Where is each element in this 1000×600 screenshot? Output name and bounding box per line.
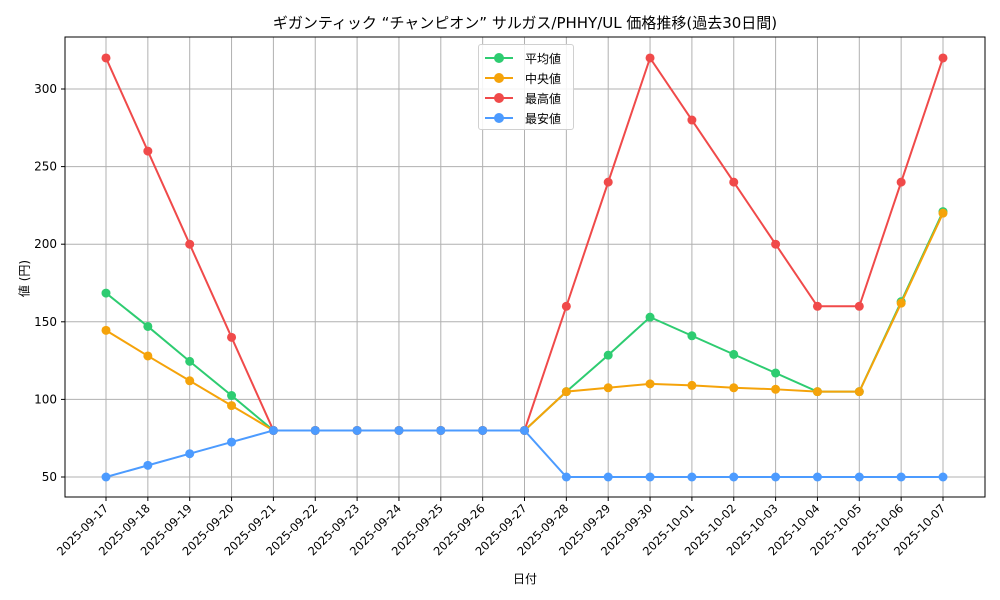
data-point xyxy=(687,472,697,482)
data-point xyxy=(645,312,655,322)
legend-item: 最高値 xyxy=(479,88,573,108)
data-point xyxy=(143,146,153,156)
data-point xyxy=(101,53,111,63)
data-point xyxy=(771,472,781,482)
plot-frame xyxy=(64,36,986,498)
data-point xyxy=(854,472,864,482)
data-point xyxy=(645,379,655,389)
data-point xyxy=(561,472,571,482)
legend-label: 中央値 xyxy=(525,72,562,86)
data-point xyxy=(143,460,153,470)
data-point xyxy=(227,391,237,401)
legend-marker-icon xyxy=(494,93,504,103)
data-point xyxy=(854,387,864,397)
data-point xyxy=(561,387,571,397)
data-point xyxy=(896,177,906,187)
legend-label: 最安値 xyxy=(525,112,562,126)
data-point xyxy=(268,425,278,435)
data-point xyxy=(603,383,613,393)
data-point xyxy=(687,331,697,341)
data-point xyxy=(729,177,739,187)
legend-marker-icon xyxy=(494,73,504,83)
y-tick-label: 300 xyxy=(34,82,57,96)
data-point xyxy=(603,350,613,360)
data-point xyxy=(143,351,153,361)
legend: 平均値中央値最高値最安値 xyxy=(478,44,574,130)
data-point xyxy=(729,383,739,393)
data-point xyxy=(101,325,111,335)
data-point xyxy=(185,449,195,459)
data-point xyxy=(185,239,195,249)
data-point xyxy=(687,115,697,125)
data-point xyxy=(227,401,237,411)
data-point xyxy=(478,425,488,435)
legend-item: 中央値 xyxy=(479,68,573,88)
legend-marker-icon xyxy=(494,53,504,63)
data-point xyxy=(352,425,362,435)
data-point xyxy=(603,177,613,187)
y-tick-label: 150 xyxy=(34,315,57,329)
data-point xyxy=(771,239,781,249)
data-point xyxy=(896,472,906,482)
data-point xyxy=(812,472,822,482)
data-point xyxy=(101,288,111,298)
data-point xyxy=(687,380,697,390)
data-point xyxy=(854,301,864,311)
legend-item: 平均値 xyxy=(479,48,573,68)
y-tick-label: 100 xyxy=(34,392,57,406)
data-point xyxy=(227,437,237,447)
data-point xyxy=(101,472,111,482)
data-point xyxy=(143,321,153,331)
data-point xyxy=(227,332,237,342)
data-point xyxy=(771,384,781,394)
data-point xyxy=(896,298,906,308)
data-point xyxy=(938,53,948,63)
legend-label: 平均値 xyxy=(525,52,562,66)
data-point xyxy=(185,356,195,366)
data-point xyxy=(603,472,613,482)
data-point xyxy=(729,349,739,359)
data-point xyxy=(310,425,320,435)
data-point xyxy=(185,376,195,386)
data-point xyxy=(771,368,781,378)
legend-item: 最安値 xyxy=(479,108,573,128)
legend-label: 最高値 xyxy=(525,92,562,106)
x-axis-label: 日付 xyxy=(512,572,537,586)
data-point xyxy=(729,472,739,482)
data-point xyxy=(645,53,655,63)
data-point xyxy=(394,425,404,435)
data-point xyxy=(520,425,529,435)
data-point xyxy=(645,472,655,482)
data-point xyxy=(812,301,822,311)
data-point xyxy=(812,387,822,397)
y-tick-label: 50 xyxy=(42,470,57,484)
chart-title: ギガンティック “チャンピオン” サルガス/PHHY/UL 価格推移(過去30日… xyxy=(272,14,778,32)
y-tick-label: 200 xyxy=(34,237,57,251)
data-point xyxy=(436,425,446,435)
y-tick-label: 250 xyxy=(34,160,57,174)
legend-marker-icon xyxy=(494,113,504,123)
data-point xyxy=(938,472,948,482)
data-point xyxy=(561,301,571,311)
data-point xyxy=(938,208,948,218)
